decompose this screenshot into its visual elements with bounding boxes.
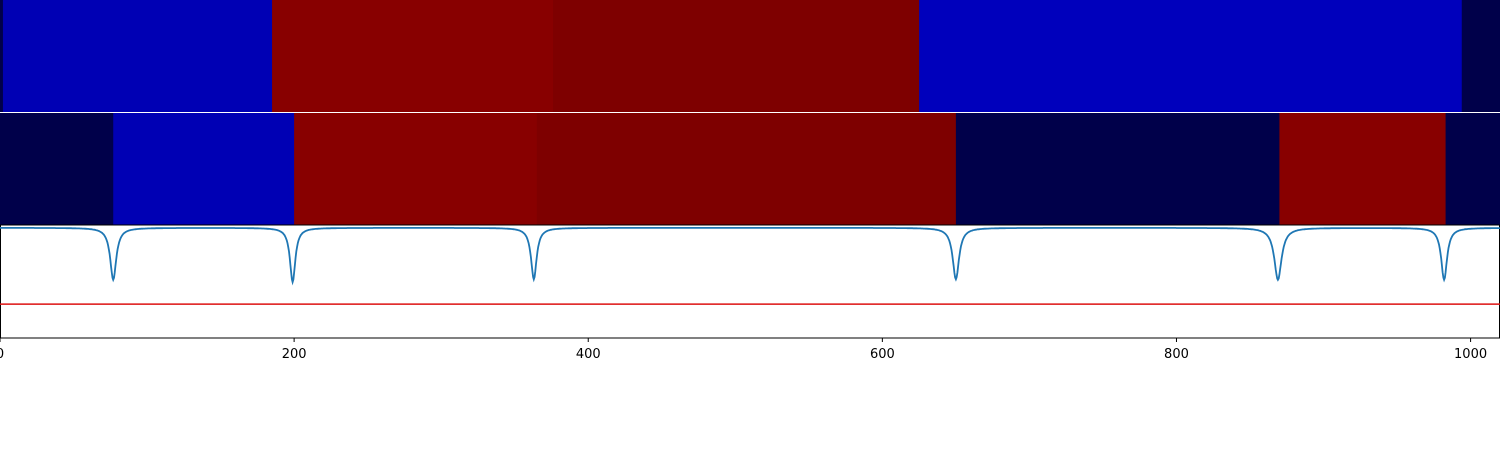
x-axis: 0 200 400 600 800 1000 [0,338,1487,362]
x-tick-label: 600 [870,347,895,362]
signal-line [0,226,1500,286]
row-1-segment [919,0,1463,112]
row-1-segment [1461,0,1500,112]
x-tick-label: 200 [282,347,307,362]
row-separator [0,112,1500,113]
row-1-segment [2,0,273,112]
row-2-segment [536,113,957,225]
row-2-segment [1279,113,1447,225]
x-tick-label: 0 [0,347,4,362]
x-tick-label: 400 [576,347,601,362]
x-tick-label: 800 [1164,347,1189,362]
heatmap-rows [0,0,1500,225]
row-1-segment [0,0,4,112]
row-1-segment [272,0,554,112]
row-2-segment [294,113,538,225]
row-2-segment [0,113,114,225]
x-tick-label: 1000 [1454,347,1487,362]
row-2-segment [113,113,295,225]
signal-panel [0,224,1500,339]
signal-frame [0,224,1500,339]
row-1-segment [552,0,920,112]
row-2-segment [955,113,1281,225]
row-2-segment [1445,113,1500,225]
